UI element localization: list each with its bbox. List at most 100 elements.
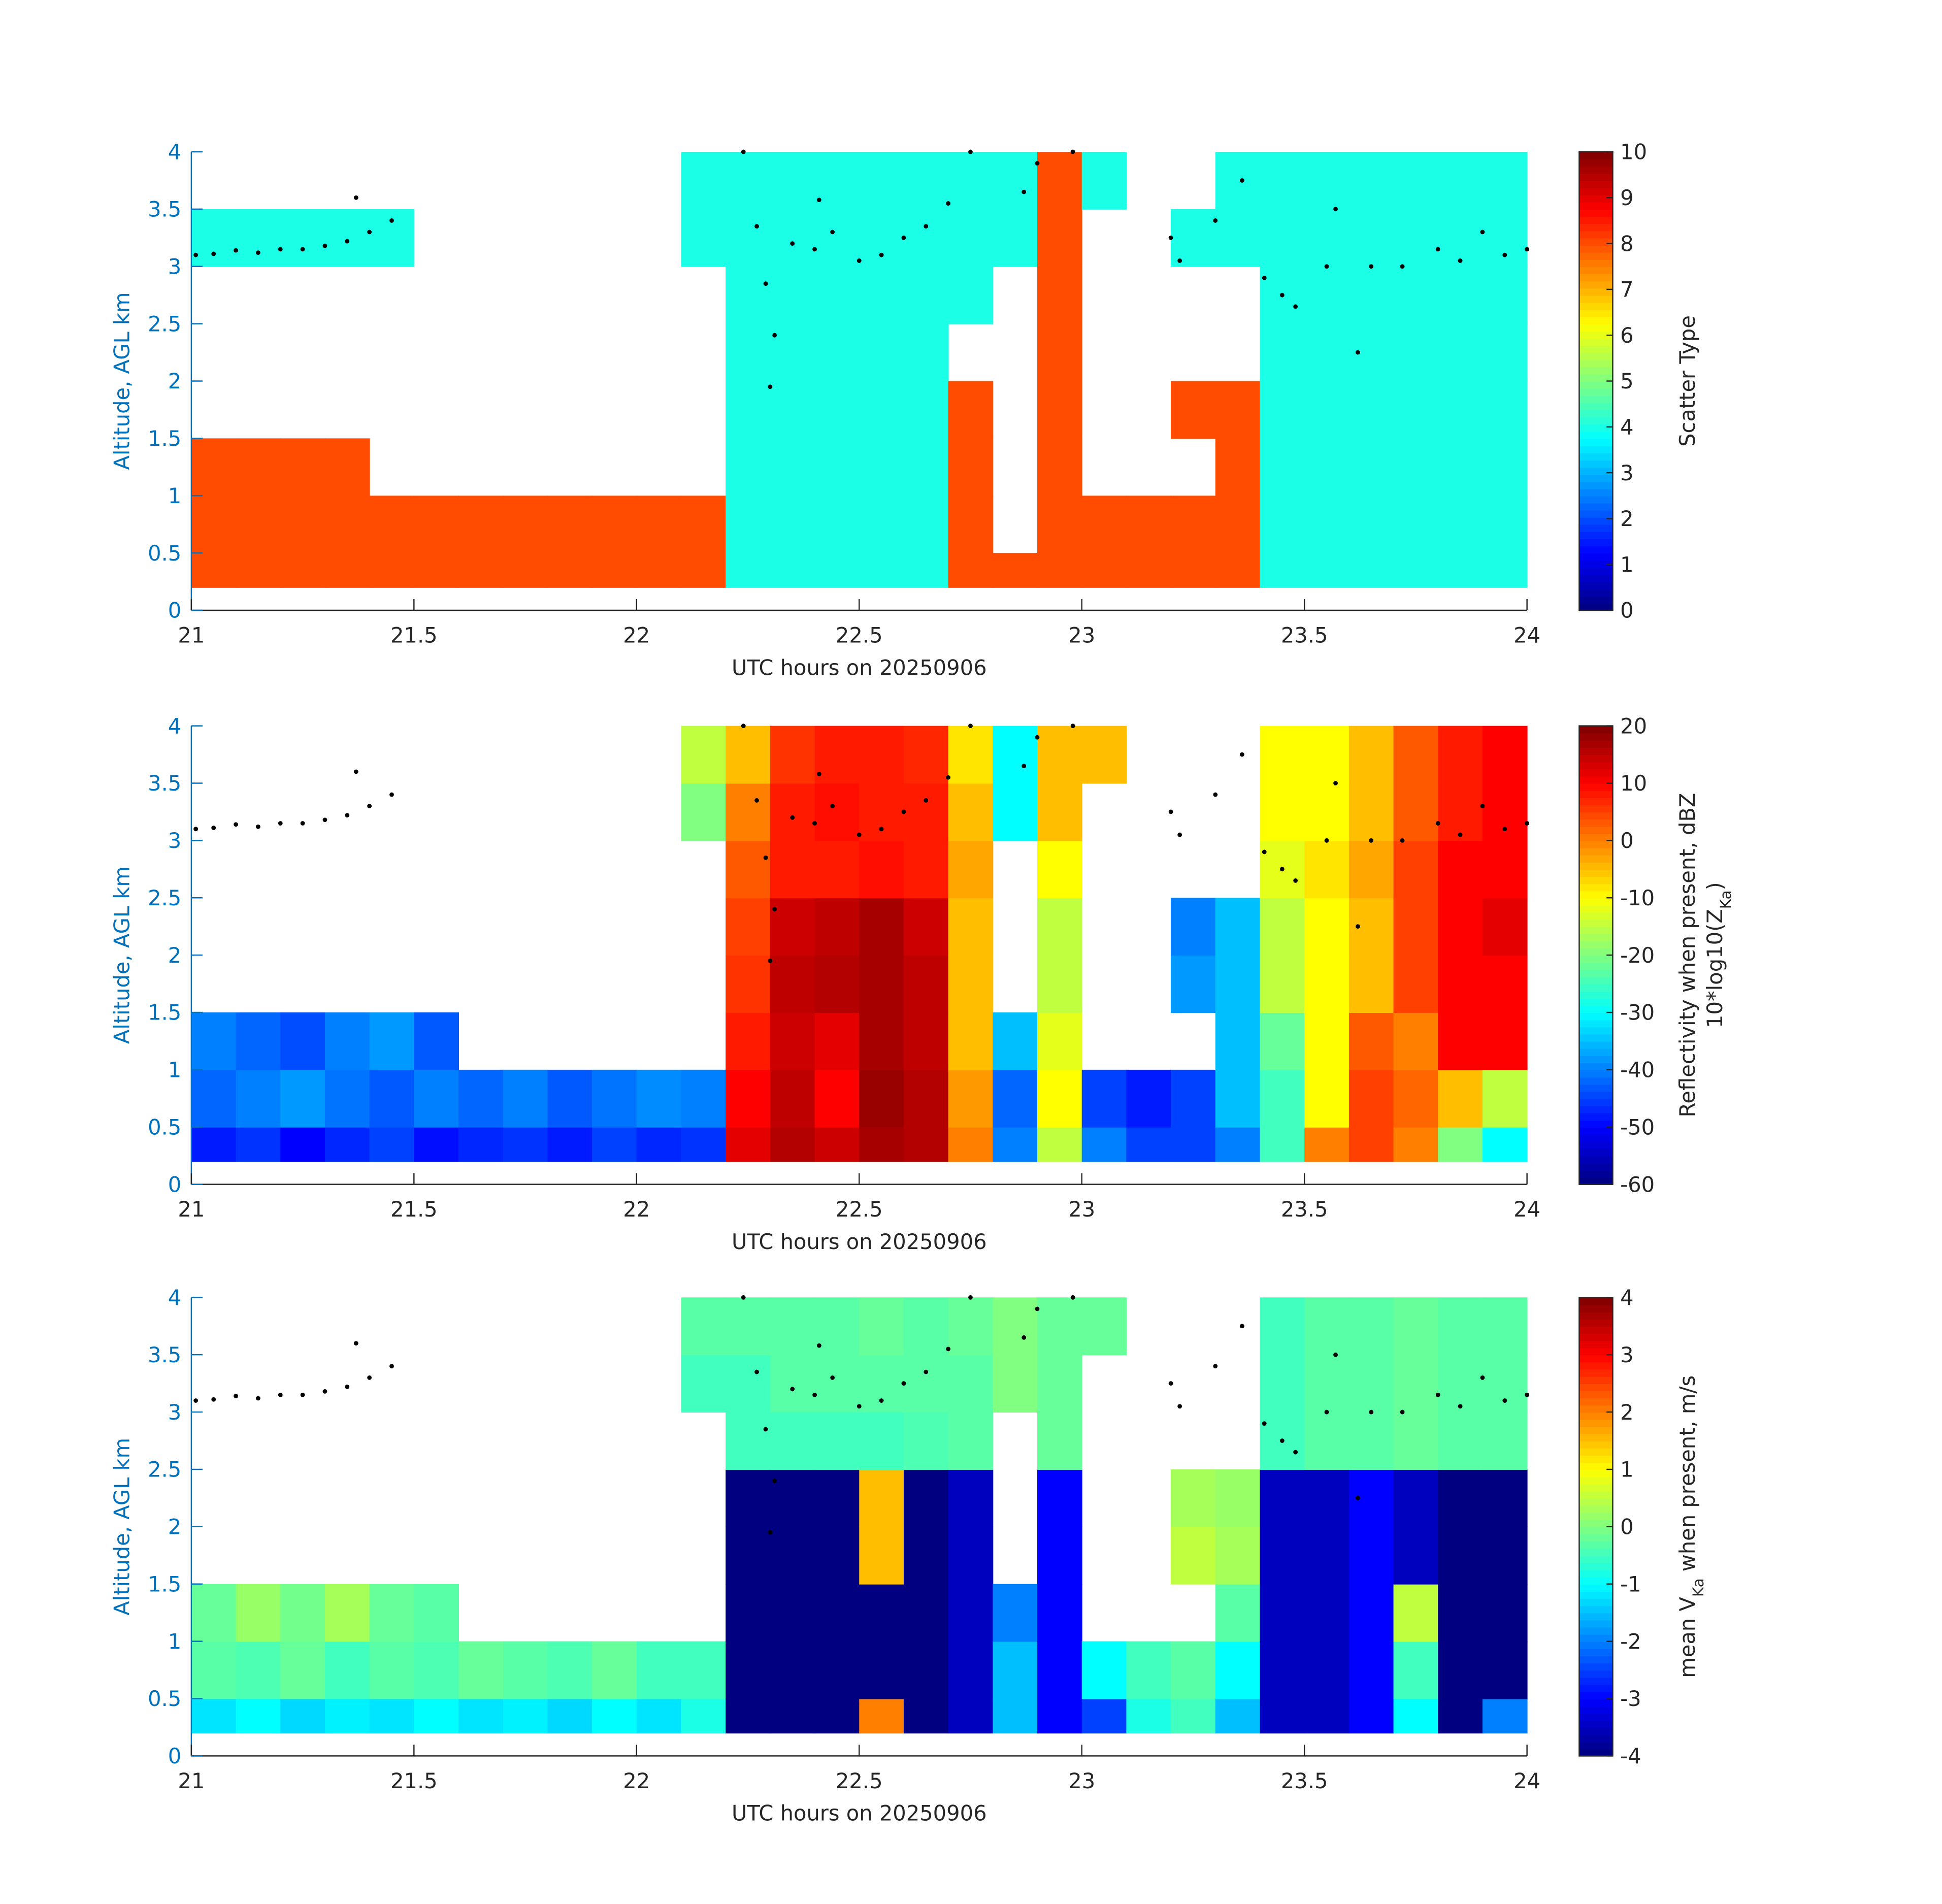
heatmap-cell — [636, 1641, 682, 1699]
heatmap-cell — [324, 1584, 370, 1642]
heatmap-cell — [814, 1012, 860, 1070]
heatmap-cell — [458, 496, 504, 554]
colorbar-swatch — [1579, 538, 1613, 547]
x-tick-label: 22 — [623, 623, 650, 648]
overlay-dot — [754, 1369, 759, 1374]
heatmap-cell — [814, 783, 860, 841]
colorbar-swatch — [1579, 1727, 1613, 1735]
heatmap-cell — [547, 1641, 593, 1699]
heatmap-cell — [1126, 1698, 1172, 1734]
overlay-dot — [741, 149, 746, 154]
heatmap-cell — [280, 209, 325, 267]
heatmap-cell — [1482, 553, 1528, 588]
colorbar-swatch — [1579, 962, 1613, 970]
colorbar-tick-label: -20 — [1620, 943, 1655, 968]
colorbar-swatch — [1579, 1491, 1613, 1499]
heatmap-cell — [1171, 1698, 1216, 1734]
colorbar-swatch — [1579, 338, 1613, 346]
overlay-dot — [754, 798, 759, 803]
heatmap-cell — [1348, 1127, 1394, 1162]
overlay-dot — [790, 815, 795, 820]
colorbar-swatch — [1579, 847, 1613, 856]
colorbar-swatch — [1579, 955, 1613, 963]
heatmap-cell — [1393, 1297, 1439, 1356]
heatmap-cell — [903, 955, 949, 1013]
heatmap-cell — [948, 955, 994, 1013]
heatmap-cell — [1482, 783, 1528, 841]
colorbar-swatch — [1579, 202, 1613, 210]
heatmap-cell — [1260, 726, 1305, 784]
overlay-dot — [367, 804, 372, 809]
overlay-dot — [901, 235, 906, 240]
colorbar-swatch — [1579, 762, 1613, 770]
heatmap-cell — [236, 1641, 281, 1699]
overlay-dot — [1177, 258, 1182, 263]
overlay-dot — [1168, 1381, 1173, 1386]
heatmap-cell — [770, 840, 815, 899]
x-tick-label: 23.5 — [1281, 623, 1328, 648]
heatmap-cell — [681, 496, 727, 554]
overlay-dot — [1070, 724, 1075, 729]
overlay-dot — [367, 229, 372, 235]
overlay-dot — [1293, 304, 1298, 309]
label-text: mean V — [1675, 1597, 1700, 1678]
overlay-dot — [924, 798, 929, 803]
heatmap-cell — [859, 1526, 904, 1585]
overlay-dot — [830, 229, 835, 235]
colorbar-swatch — [1579, 740, 1613, 748]
heatmap-cell — [236, 1069, 281, 1128]
heatmap-cell — [1081, 553, 1127, 588]
heatmap-cell — [726, 1069, 771, 1128]
overlay-dot — [816, 198, 821, 203]
colorbar-swatch — [1579, 1705, 1613, 1714]
heatmap-cell — [993, 209, 1038, 267]
overlay-dot — [1239, 1324, 1244, 1329]
heatmap-cell — [681, 726, 727, 784]
colorbar-swatch — [1579, 1440, 1613, 1449]
heatmap-cell — [1126, 1127, 1172, 1162]
heatmap-cell — [1393, 209, 1439, 267]
colorbar-swatch — [1579, 1048, 1613, 1056]
heatmap-cell — [726, 553, 771, 588]
overlay-dot — [968, 1295, 973, 1300]
heatmap-cell — [859, 1584, 904, 1642]
heatmap-cell — [903, 438, 949, 497]
heatmap-cell — [1482, 381, 1528, 439]
heatmap-cell — [770, 1412, 815, 1470]
colorbar-swatch — [1579, 969, 1613, 977]
heatmap-cell — [1037, 898, 1082, 956]
heatmap-cell — [948, 1698, 994, 1734]
heatmap-cell — [814, 1641, 860, 1699]
colorbar-label: Scatter Type — [1675, 315, 1700, 447]
colorbar-swatch — [1579, 1634, 1613, 1642]
overlay-dot — [278, 1392, 283, 1397]
heatmap-cell — [770, 726, 815, 784]
x-tick-label: 24 — [1513, 1768, 1540, 1793]
heatmap-cell — [814, 1698, 860, 1734]
colorbar-swatch — [1579, 510, 1613, 518]
heatmap-cell — [1348, 1641, 1394, 1699]
heatmap-cell — [903, 1069, 949, 1128]
colorbar-swatch — [1579, 1376, 1613, 1384]
heatmap-cell — [324, 1069, 370, 1128]
heatmap-cell — [1260, 783, 1305, 841]
heatmap-cell — [1482, 323, 1528, 382]
heatmap-cell — [280, 1127, 325, 1162]
heatmap-cell — [1393, 726, 1439, 784]
heatmap-cell — [1482, 1355, 1528, 1413]
heatmap-cell — [726, 726, 771, 784]
colorbar-swatch — [1579, 1670, 1613, 1678]
y-tick-label: 3 — [168, 1400, 181, 1425]
overlay-dot — [193, 252, 199, 257]
heatmap-cell — [1037, 209, 1082, 267]
colorbar-swatch — [1579, 726, 1613, 734]
heatmap-cell — [814, 1526, 860, 1585]
colorbar-swatch — [1579, 1412, 1613, 1420]
colorbar-swatch — [1579, 862, 1613, 870]
overlay-dot — [389, 792, 394, 797]
overlay-dot — [234, 248, 238, 253]
heatmap-cell — [1171, 1069, 1216, 1128]
colorbar-tick-label: 0 — [1620, 598, 1633, 623]
colorbar-swatch — [1579, 288, 1613, 296]
